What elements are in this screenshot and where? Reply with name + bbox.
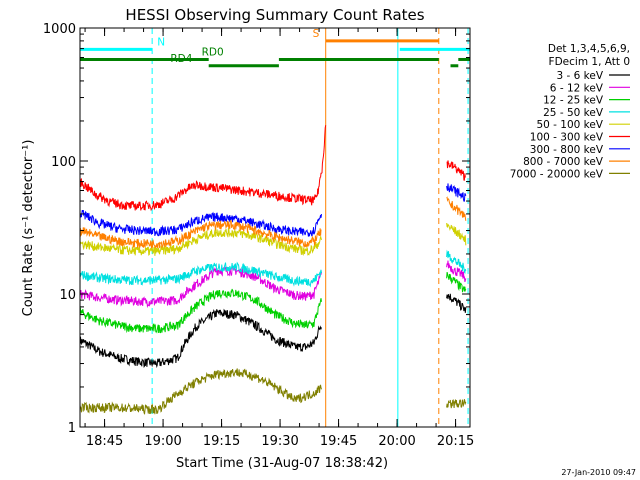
legend: Det 1,3,4,5,6,9, FDecim 1, Att 0 3 - 6 k… <box>510 43 630 180</box>
legend-entry: 7000 - 20000 keV <box>510 168 604 180</box>
flag-label: RD4 <box>170 53 192 65</box>
series-line <box>79 261 322 288</box>
flag-label: S <box>313 28 320 40</box>
x-tick-label: 19:45 <box>320 434 357 449</box>
legend-header-line-1: Det 1,3,4,5,6,9, <box>548 43 630 55</box>
series-line-late <box>446 223 467 246</box>
x-tick-label: 20:00 <box>378 434 415 449</box>
series-line <box>79 288 322 334</box>
x-axis-label: Start Time (31-Aug-07 18:38:42) <box>176 456 388 471</box>
series-line <box>79 226 322 256</box>
series-line <box>79 308 322 369</box>
footer-date: 27-Jan-2010 09:47 <box>561 468 636 477</box>
legend-entry: 100 - 300 keV <box>530 132 604 144</box>
x-tick-label: 19:15 <box>203 434 240 449</box>
series-line-late <box>446 160 466 181</box>
legend-entry: 50 - 100 keV <box>536 119 603 131</box>
series-line <box>79 125 327 212</box>
y-tick-label: 10 <box>59 288 76 303</box>
series-line <box>79 265 322 309</box>
legend-entry: 25 - 50 keV <box>543 107 604 119</box>
y-tick-label: 1 <box>68 421 76 436</box>
series-line <box>79 220 322 249</box>
series-line-late <box>446 183 467 202</box>
legend-entry: 6 - 12 keV <box>550 82 604 94</box>
flag-label: N <box>157 36 165 48</box>
x-tick-label: 19:30 <box>261 434 298 449</box>
series-line <box>79 209 322 237</box>
series-line-late <box>446 398 467 409</box>
x-tick-label: 19:00 <box>144 434 181 449</box>
series-line <box>79 368 322 415</box>
y-axis: 1 10 100 1000 <box>43 22 470 436</box>
flag-label: RD0 <box>202 46 224 58</box>
series-line-late <box>446 249 467 275</box>
x-axis: 18:45 19:00 19:15 19:30 19:45 20:00 20:15 <box>84 28 474 449</box>
series-line-late <box>446 196 467 221</box>
legend-entry: 300 - 800 keV <box>530 144 604 156</box>
y-tick-label: 1000 <box>43 22 76 37</box>
chart-title: HESSI Observing Summary Count Rates <box>125 6 424 24</box>
x-tick-label: 18:45 <box>86 434 123 449</box>
legend-entry: 3 - 6 keV <box>556 70 603 82</box>
legend-entry: 12 - 25 keV <box>543 95 604 107</box>
y-tick-label: 100 <box>51 155 76 170</box>
plot-area: N S RD0 RD4 <box>79 28 470 427</box>
x-tick-label: 20:15 <box>437 434 474 449</box>
legend-entry: 800 - 7000 keV <box>523 156 604 168</box>
y-axis-label: Count Rate (s⁻¹ detector⁻¹) <box>21 140 36 317</box>
series-line-late <box>446 293 467 313</box>
plot-frame <box>79 27 471 428</box>
legend-header-line-2: FDecim 1, Att 0 <box>549 56 630 68</box>
series-line-late <box>446 271 467 293</box>
series-line-late <box>446 260 467 283</box>
